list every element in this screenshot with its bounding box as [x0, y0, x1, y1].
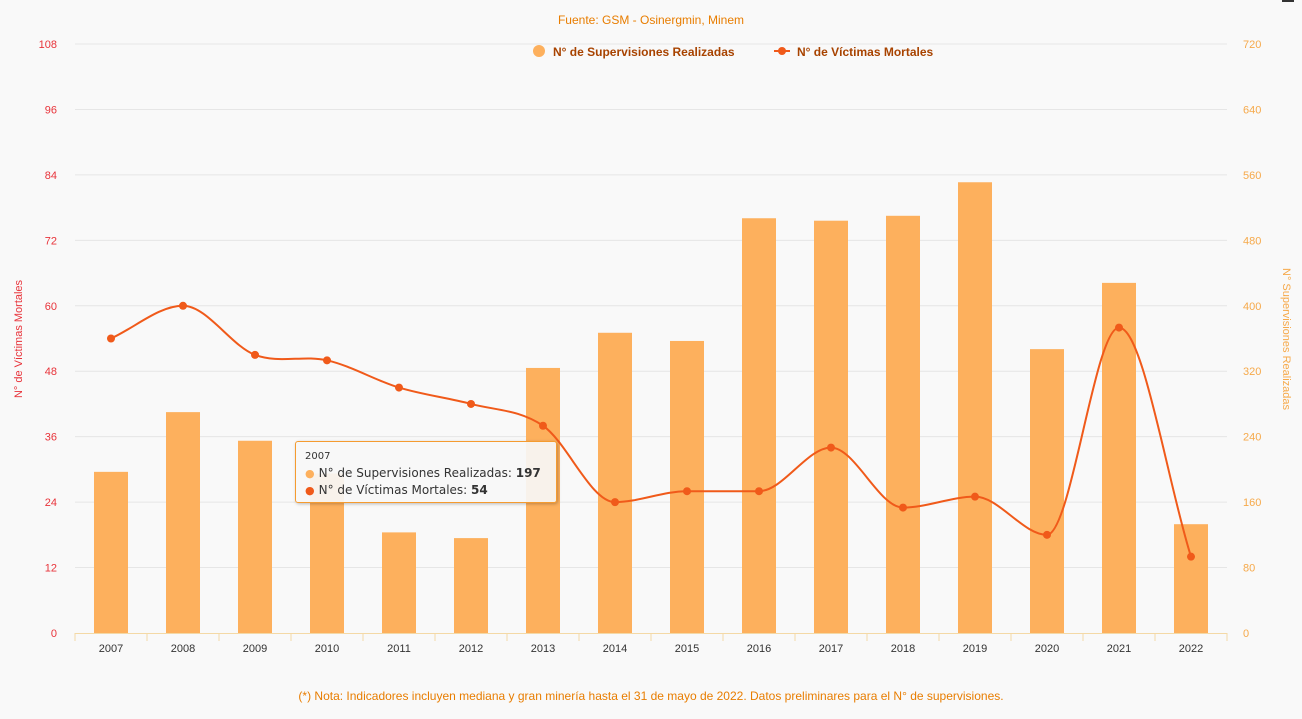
line-series-path: [110, 304, 1192, 557]
line-point: [179, 301, 187, 310]
bar: [1102, 282, 1136, 633]
legend[interactable]: N° de Supervisiones Realizadas N° de Víc…: [533, 45, 934, 59]
x-axis-tick-label: 2021: [1107, 643, 1131, 655]
x-axis-tick-label: 2015: [675, 643, 699, 655]
left-axis-tick-label: 84: [45, 170, 57, 182]
line-point: [1043, 530, 1051, 539]
legend-line-marker-dot: [778, 47, 786, 55]
bar: [598, 332, 632, 633]
x-axis-tick-label: 2014: [603, 643, 627, 655]
bar: [958, 182, 992, 633]
bar: [814, 220, 848, 633]
tooltip-line-dot-icon: ●: [305, 484, 315, 497]
line-point: [683, 487, 691, 496]
x-axis-tick-label: 2009: [243, 643, 267, 655]
line-point: [467, 399, 475, 408]
right-axis-tick-label: 480: [1243, 235, 1261, 247]
tooltip-year: 2007: [305, 451, 331, 462]
x-axis-tick-label: 2013: [531, 643, 555, 655]
bar-series: [94, 182, 1208, 633]
bar: [670, 340, 704, 633]
left-axis-tick-label: 48: [45, 366, 57, 378]
x-axis-tick-label: 2008: [171, 643, 195, 655]
line-point: [539, 421, 547, 430]
bar: [454, 538, 488, 633]
left-axis-tick-label: 72: [45, 235, 57, 247]
axes: 0 12 24 36 48 60 72 84 96 108 0 80 160 240 320 400 480 56…: [39, 39, 1262, 655]
right-axis-tick-label: 720: [1243, 39, 1261, 51]
left-axis-tick-label: 24: [45, 497, 57, 509]
right-axis-tick-label: 160: [1243, 497, 1261, 509]
tooltip-bar-value: 197: [515, 466, 541, 480]
x-axis-tick-label: 2016: [747, 643, 771, 655]
right-axis-tick-label: 240: [1243, 432, 1261, 444]
right-axis-tick-label: 320: [1243, 366, 1261, 378]
tooltip-line-label: N° de Víctimas Mortales: [318, 483, 464, 497]
line-series: [107, 301, 1195, 561]
bar: [94, 471, 128, 633]
bar: [1030, 349, 1064, 633]
bar: [1174, 524, 1208, 633]
x-axis-tick-label: 2011: [387, 643, 411, 655]
left-axis-tick-label: 0: [51, 628, 57, 640]
right-axis-tick-label: 0: [1243, 628, 1249, 640]
x-axis-tick-label: 2018: [891, 643, 915, 655]
right-axis-tick-label: 640: [1243, 104, 1261, 116]
left-axis-tick-label: 108: [39, 39, 57, 51]
line-point: [899, 503, 907, 512]
x-axis-tick-label: 2017: [819, 643, 843, 655]
left-axis-tick-label: 36: [45, 432, 57, 444]
line-point: [395, 383, 403, 392]
legend-bar-label[interactable]: N° de Supervisiones Realizadas: [553, 45, 735, 59]
line-point: [755, 487, 763, 496]
chart-tooltip: 2007 ● N° de Supervisiones Realizadas: 19…: [295, 441, 557, 503]
x-axis-tick-label: 2019: [963, 643, 987, 655]
x-axis-tick-label: 2010: [315, 643, 339, 655]
line-point: [971, 492, 979, 501]
line-point: [107, 334, 115, 343]
bar: [742, 218, 776, 633]
chart-source-title: Fuente: GSM - Osinergmin, Minem: [558, 13, 744, 27]
line-point: [1115, 323, 1123, 332]
line-point: [827, 443, 835, 452]
x-axis-tick-label: 2020: [1035, 643, 1059, 655]
bar: [886, 215, 920, 633]
bar: [382, 532, 416, 633]
x-axis-tick-label: 2007: [99, 643, 123, 655]
tooltip-bar-dot-icon: ●: [305, 467, 315, 480]
right-axis-tick-label: 80: [1243, 563, 1255, 575]
right-axis-title: N° Supervisiones Realizadas: [1280, 268, 1292, 410]
tooltip-bar-label: N° de Supervisiones Realizadas: [318, 466, 508, 480]
x-axis-tick-label: 2022: [1179, 643, 1203, 655]
left-axis-title: N° de Víctimas Mortales: [13, 279, 25, 398]
bar: [238, 440, 272, 633]
left-axis-tick-label: 60: [45, 301, 57, 313]
chart-footnote: (*) Nota: Indicadores incluyen mediana y…: [298, 689, 1003, 703]
line-point: [323, 356, 331, 365]
left-axis-tick-label: 96: [45, 104, 57, 116]
right-axis-tick-label: 560: [1243, 170, 1261, 182]
tooltip-line-value: 54: [471, 483, 488, 497]
legend-line-label[interactable]: N° de Víctimas Mortales: [797, 45, 934, 59]
corner-mark: [1282, 0, 1294, 2]
tooltip-line-row: ● N° de Víctimas Mortales: 54: [305, 483, 488, 497]
x-axis-tick-label: 2012: [459, 643, 483, 655]
bar: [166, 412, 200, 633]
left-axis-tick-label: 12: [45, 563, 57, 575]
legend-bar-marker: [533, 45, 545, 57]
tooltip-bar-row: ● N° de Supervisiones Realizadas: 197: [305, 466, 541, 480]
line-point: [611, 498, 619, 507]
line-point: [251, 350, 259, 359]
line-point: [1187, 552, 1195, 561]
right-axis-tick-label: 400: [1243, 301, 1261, 313]
